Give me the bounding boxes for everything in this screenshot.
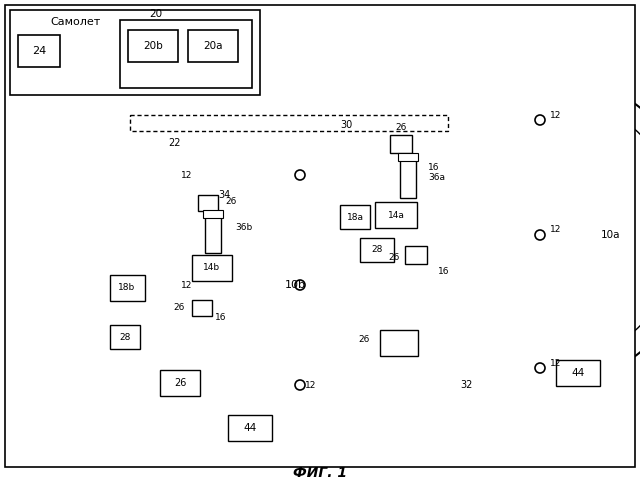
Bar bbox=[10, 10, 260, 95]
Text: 10b: 10b bbox=[285, 280, 305, 290]
Bar bbox=[192, 300, 212, 316]
Bar bbox=[556, 360, 600, 386]
Bar bbox=[380, 330, 418, 356]
Text: 12: 12 bbox=[180, 170, 192, 180]
Text: 26: 26 bbox=[173, 302, 185, 312]
Bar bbox=[110, 275, 145, 301]
Text: 16: 16 bbox=[215, 314, 227, 322]
Bar bbox=[340, 205, 370, 229]
Bar bbox=[120, 20, 252, 88]
Bar bbox=[400, 158, 416, 198]
Text: 26: 26 bbox=[395, 123, 406, 131]
Text: 18a: 18a bbox=[346, 212, 364, 222]
Text: 14b: 14b bbox=[204, 263, 221, 273]
Text: 24: 24 bbox=[32, 46, 46, 56]
Circle shape bbox=[295, 280, 305, 290]
Bar bbox=[375, 202, 417, 228]
Bar bbox=[188, 30, 238, 62]
Text: 10a: 10a bbox=[600, 230, 620, 240]
Bar bbox=[390, 135, 412, 153]
Bar bbox=[205, 215, 221, 253]
Bar bbox=[130, 115, 448, 131]
Bar bbox=[228, 415, 272, 441]
Circle shape bbox=[295, 380, 305, 390]
Text: 16: 16 bbox=[438, 267, 449, 277]
Text: 28: 28 bbox=[119, 333, 131, 341]
Circle shape bbox=[535, 230, 545, 240]
Text: 16: 16 bbox=[428, 164, 440, 172]
Text: 26: 26 bbox=[388, 254, 400, 262]
Bar bbox=[360, 238, 394, 262]
Text: 26: 26 bbox=[174, 378, 186, 388]
Text: 36b: 36b bbox=[235, 224, 252, 232]
Text: 14a: 14a bbox=[388, 210, 404, 220]
Text: 20: 20 bbox=[149, 9, 163, 19]
Text: 12: 12 bbox=[305, 380, 316, 390]
Bar bbox=[18, 35, 60, 67]
Text: 20b: 20b bbox=[143, 41, 163, 51]
Text: 20a: 20a bbox=[204, 41, 223, 51]
Text: 32: 32 bbox=[460, 380, 472, 390]
Text: 44: 44 bbox=[243, 423, 257, 433]
Bar bbox=[192, 255, 232, 281]
Text: 28: 28 bbox=[371, 245, 383, 255]
Bar bbox=[398, 153, 418, 161]
Circle shape bbox=[535, 115, 545, 125]
Text: 34: 34 bbox=[218, 190, 230, 200]
Bar bbox=[405, 246, 427, 264]
Text: 44: 44 bbox=[572, 368, 584, 378]
Bar bbox=[160, 370, 200, 396]
Text: ФИГ. 1: ФИГ. 1 bbox=[293, 466, 347, 480]
Text: 30: 30 bbox=[340, 120, 352, 130]
Bar bbox=[110, 325, 140, 349]
Bar bbox=[198, 195, 218, 211]
Text: 26: 26 bbox=[358, 336, 370, 344]
Text: 36a: 36a bbox=[428, 173, 445, 183]
Text: 12: 12 bbox=[550, 225, 561, 235]
Circle shape bbox=[295, 170, 305, 180]
Text: 12: 12 bbox=[550, 111, 561, 119]
Text: 26: 26 bbox=[225, 198, 236, 206]
Text: Самолет: Самолет bbox=[50, 17, 100, 27]
Text: 18b: 18b bbox=[118, 283, 136, 293]
Text: 12: 12 bbox=[180, 281, 192, 289]
Bar bbox=[128, 30, 178, 62]
Text: 22: 22 bbox=[168, 138, 180, 148]
Text: 12: 12 bbox=[550, 358, 561, 368]
Bar bbox=[203, 210, 223, 218]
Circle shape bbox=[535, 363, 545, 373]
